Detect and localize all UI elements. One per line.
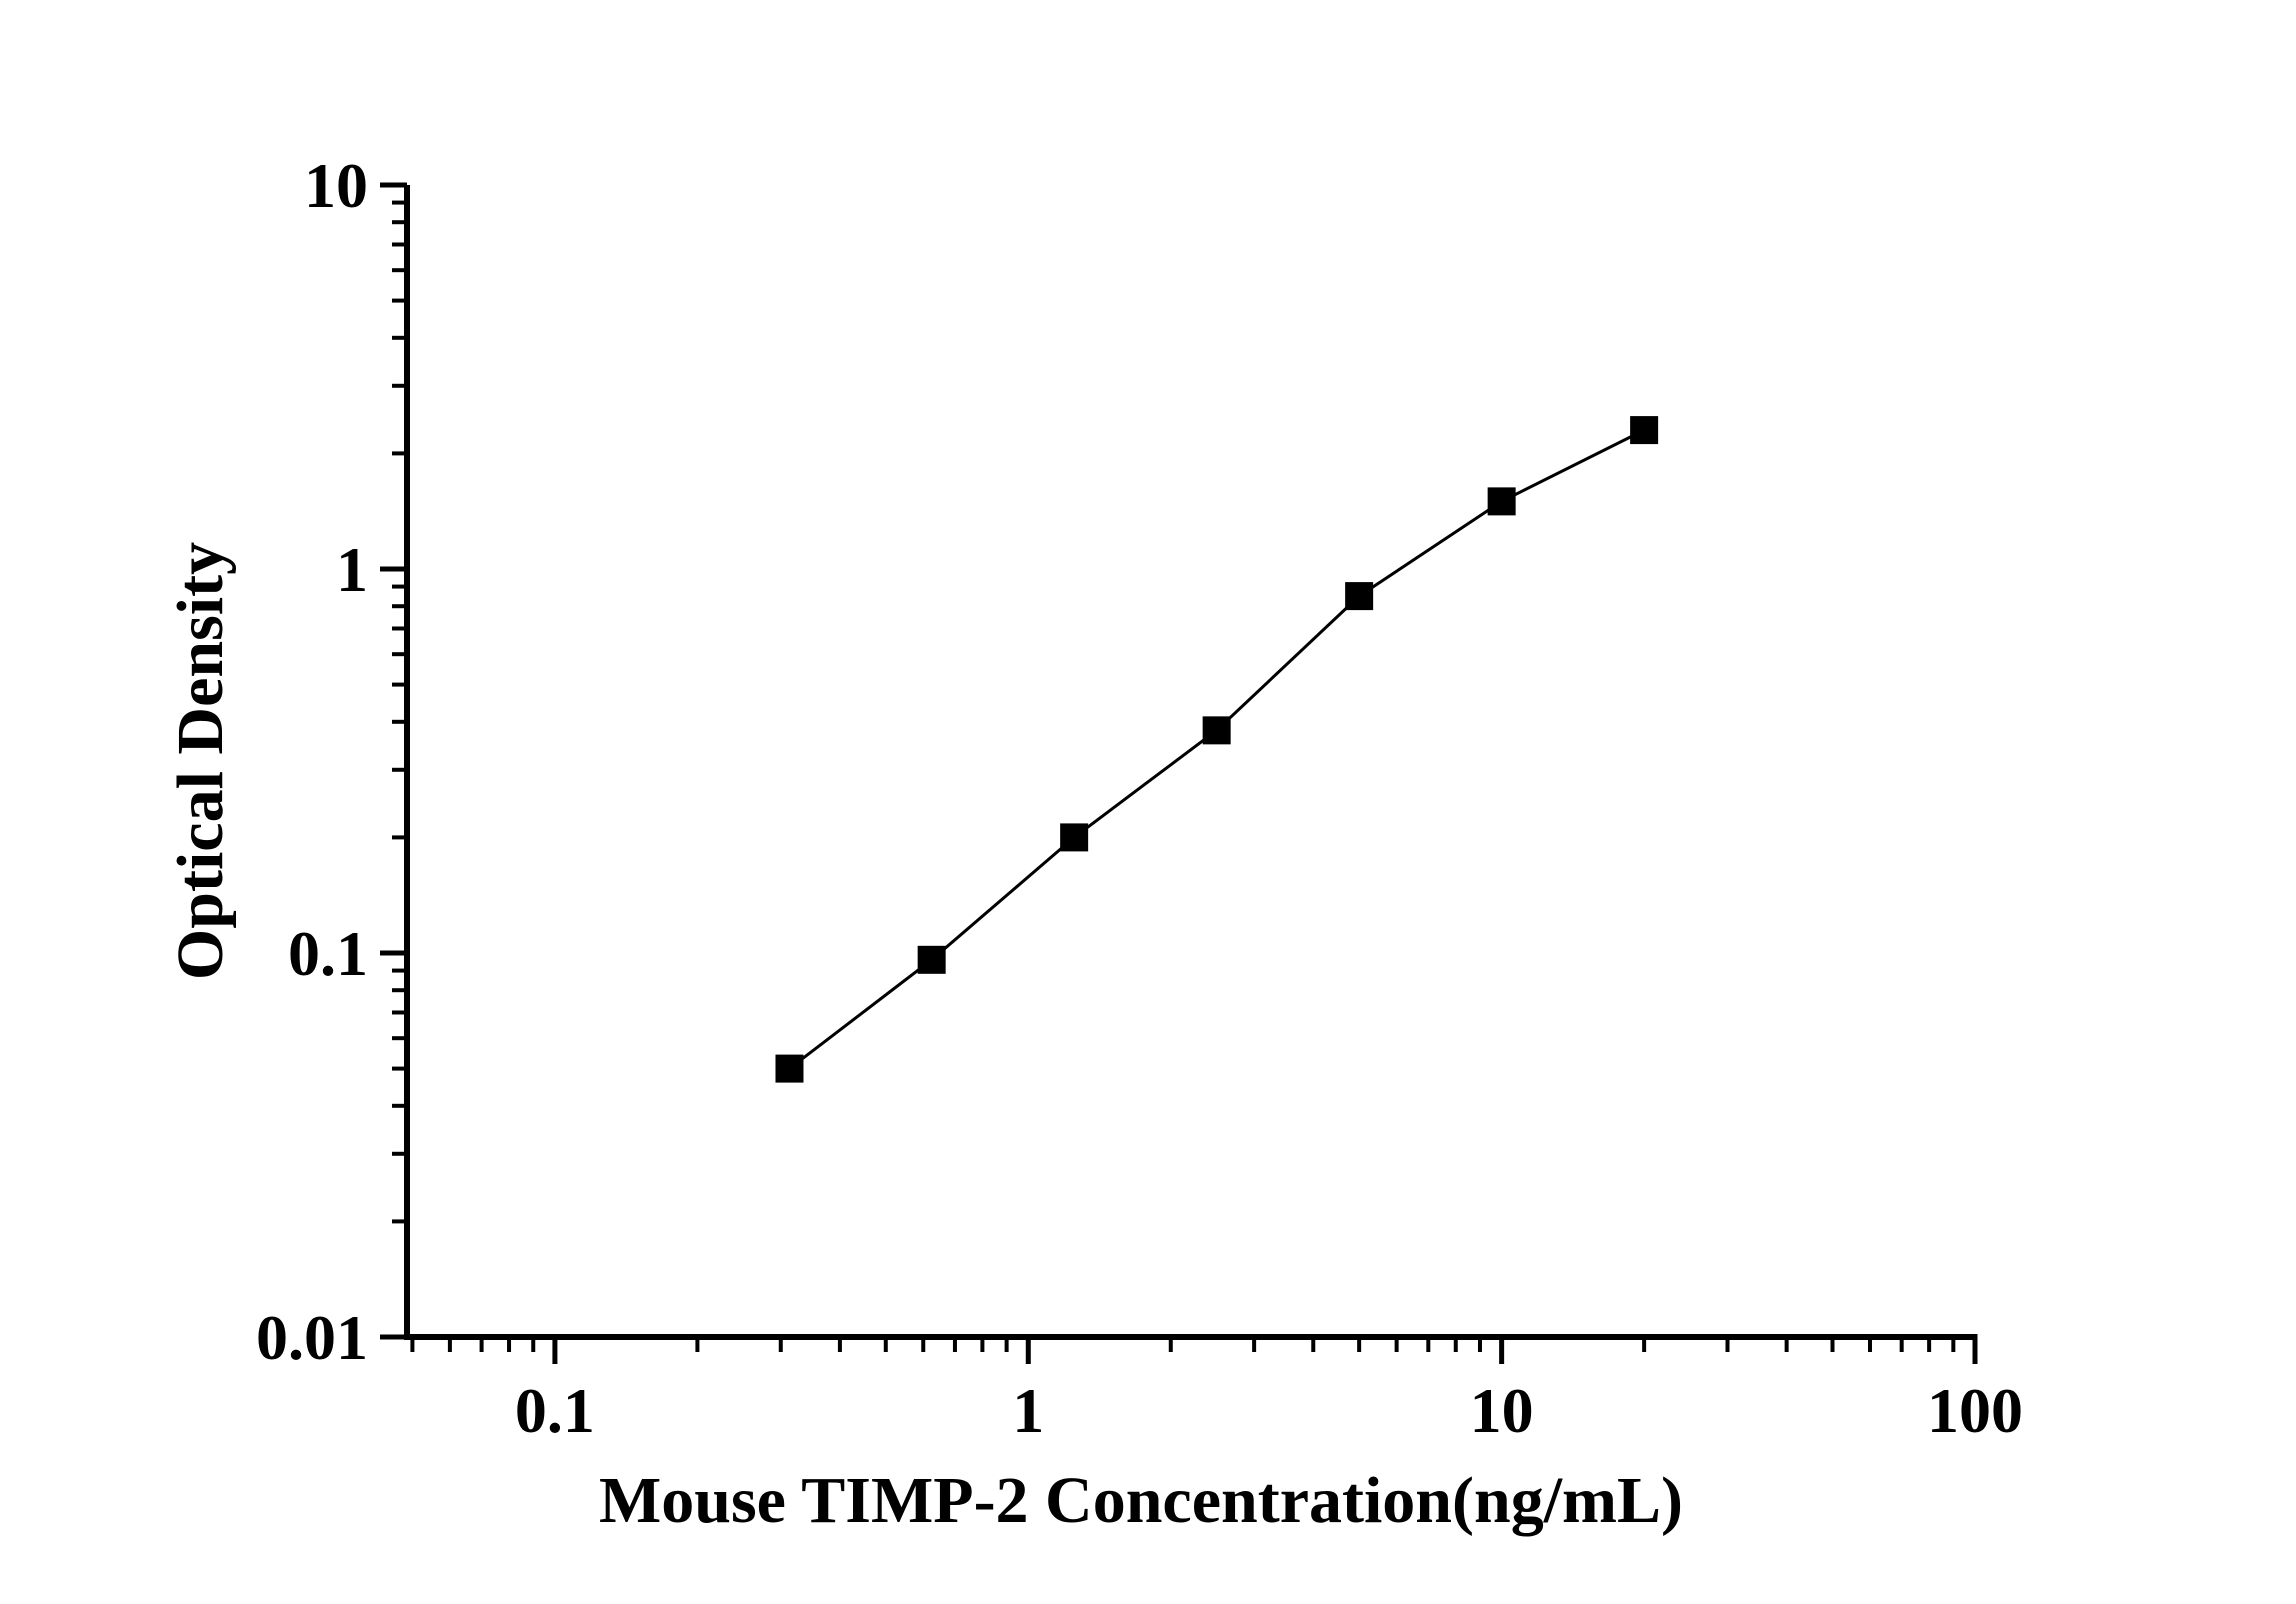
data-point-marker (1487, 487, 1516, 516)
y-tick-label: 0.01 (256, 1302, 368, 1373)
y-tick-label: 1 (336, 534, 368, 605)
y-tick-label: 10 (304, 150, 368, 221)
data-point-marker (1060, 823, 1089, 852)
x-axis-title: Mouse TIMP-2 Concentration(ng/mL) (599, 1464, 1683, 1537)
x-tick-label: 0.1 (515, 1375, 595, 1446)
data-point-marker (1202, 716, 1231, 745)
data-point-marker (1345, 582, 1374, 611)
data-point-marker (775, 1054, 804, 1083)
y-tick-label: 0.1 (288, 918, 368, 989)
data-point-marker (917, 945, 946, 974)
x-tick-label: 10 (1470, 1375, 1534, 1446)
x-tick-label: 1 (1012, 1375, 1044, 1446)
x-tick-label: 100 (1927, 1375, 2023, 1446)
y-axis-title: Optical Density (164, 542, 237, 980)
data-point-marker (1630, 416, 1659, 445)
